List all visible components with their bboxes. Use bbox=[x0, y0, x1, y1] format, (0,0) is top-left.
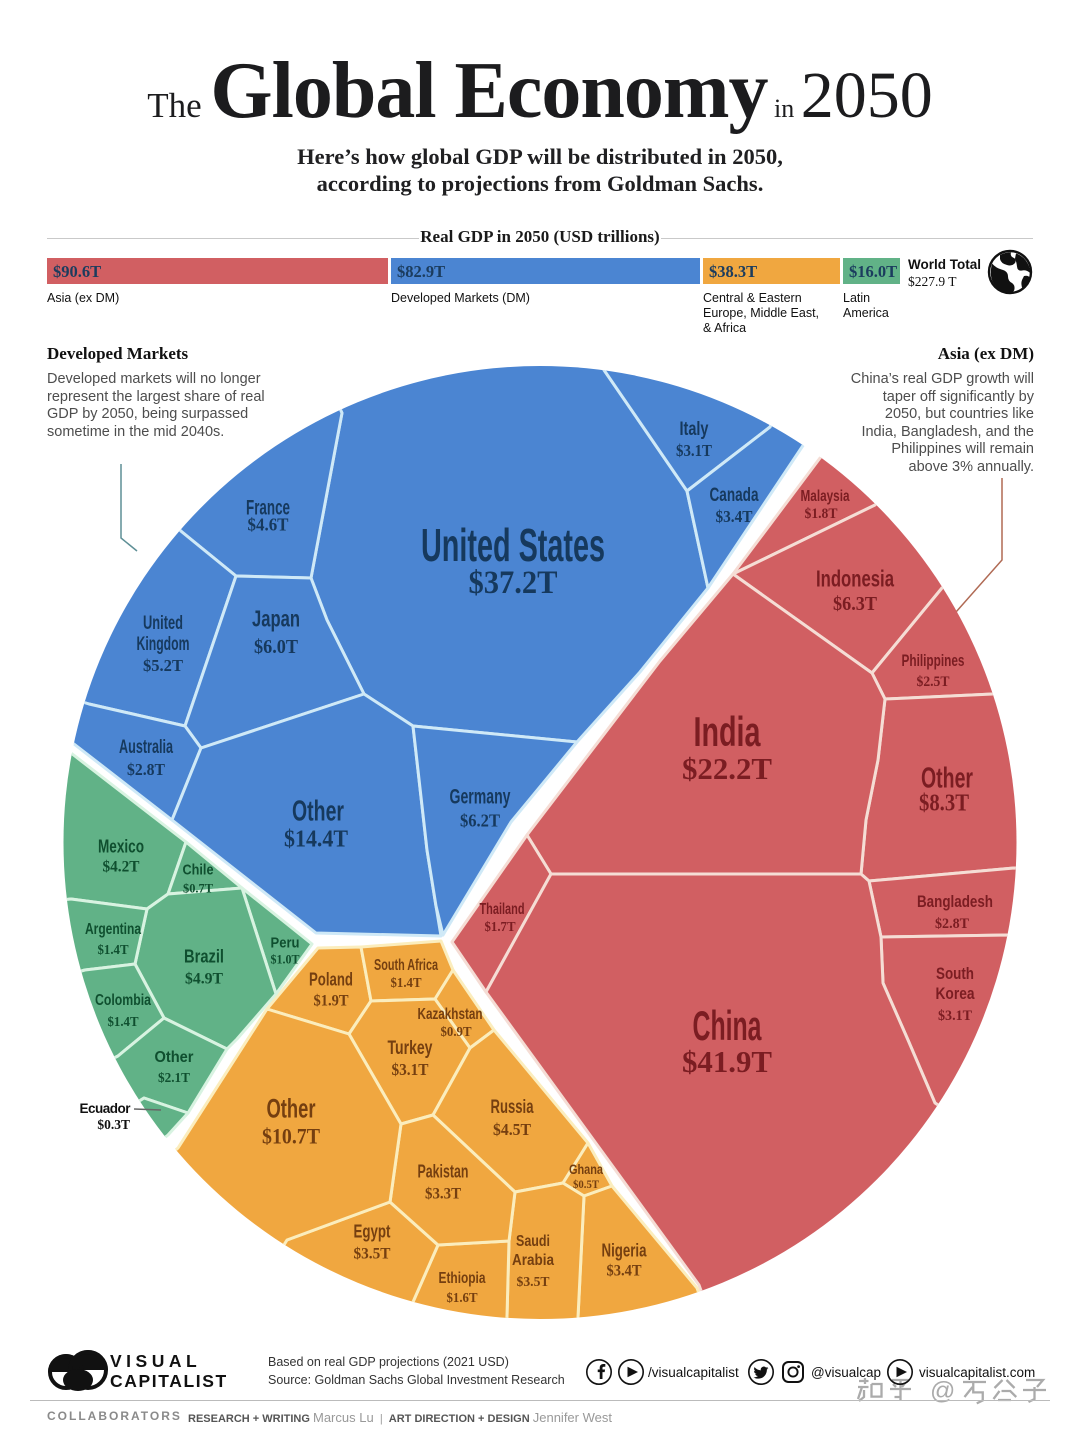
svg-text:$3.4T: $3.4T bbox=[607, 1263, 642, 1280]
svg-text:Other: Other bbox=[155, 1049, 194, 1066]
svg-text:$37.2T: $37.2T bbox=[469, 565, 558, 601]
svg-text:Kazakhstan: Kazakhstan bbox=[418, 1006, 483, 1023]
svg-text:$3.5T: $3.5T bbox=[354, 1246, 391, 1263]
svg-text:$10.7T: $10.7T bbox=[262, 1124, 320, 1149]
svg-text:$6.3T: $6.3T bbox=[833, 593, 878, 615]
svg-text:$1.4T: $1.4T bbox=[108, 1015, 140, 1030]
svg-text:Philippines: Philippines bbox=[902, 651, 965, 670]
svg-text:Poland: Poland bbox=[309, 970, 353, 990]
svg-text:$4.9T: $4.9T bbox=[185, 971, 223, 988]
svg-text:@visualcap: @visualcap bbox=[811, 1365, 881, 1380]
svg-text:$3.3T: $3.3T bbox=[425, 1186, 461, 1203]
svg-text:$3.1T: $3.1T bbox=[392, 1060, 430, 1079]
svg-text:Canada: Canada bbox=[710, 485, 759, 506]
svg-text:Ghana: Ghana bbox=[569, 1161, 603, 1177]
svg-text:Saudi: Saudi bbox=[516, 1233, 550, 1250]
svg-text:Thailand: Thailand bbox=[480, 901, 525, 918]
svg-text:$41.9T: $41.9T bbox=[682, 1044, 772, 1079]
svg-text:Bangladesh: Bangladesh bbox=[917, 892, 993, 911]
svg-text:$6.2T: $6.2T bbox=[460, 810, 500, 830]
svg-text:$1.7T: $1.7T bbox=[485, 920, 517, 935]
svg-text:South: South bbox=[936, 964, 974, 983]
svg-text:/visualcapitalist: /visualcapitalist bbox=[648, 1365, 739, 1380]
svg-text:$14.4T: $14.4T bbox=[284, 826, 348, 852]
svg-text:Nigeria: Nigeria bbox=[602, 1241, 648, 1261]
svg-text:Italy: Italy bbox=[680, 419, 709, 440]
svg-text:Colombia: Colombia bbox=[95, 992, 151, 1009]
svg-text:$4.5T: $4.5T bbox=[493, 1120, 532, 1139]
svg-text:visualcapitalist.com: visualcapitalist.com bbox=[919, 1365, 1035, 1380]
svg-text:$2.1T: $2.1T bbox=[158, 1071, 191, 1086]
svg-text:India: India bbox=[694, 708, 761, 755]
svg-text:$0.5T: $0.5T bbox=[573, 1177, 599, 1191]
svg-text:$8.3T: $8.3T bbox=[919, 790, 969, 816]
svg-text:South Africa: South Africa bbox=[374, 957, 438, 974]
svg-text:$1.6T: $1.6T bbox=[447, 1291, 479, 1306]
svg-text:$5.2T: $5.2T bbox=[143, 656, 184, 675]
svg-text:$1.4T: $1.4T bbox=[98, 943, 130, 958]
svg-text:$2.8T: $2.8T bbox=[935, 916, 969, 932]
svg-text:$4.6T: $4.6T bbox=[248, 514, 289, 534]
svg-text:Kingdom: Kingdom bbox=[137, 634, 190, 655]
svg-text:Korea: Korea bbox=[936, 984, 975, 1003]
svg-text:Argentina: Argentina bbox=[85, 921, 141, 938]
svg-text:United: United bbox=[143, 613, 183, 634]
svg-text:Australia: Australia bbox=[119, 737, 173, 758]
svg-text:$3.1T: $3.1T bbox=[938, 1008, 972, 1024]
svg-text:$1.9T: $1.9T bbox=[314, 993, 349, 1010]
svg-text:Ecuador: Ecuador bbox=[79, 1101, 131, 1116]
svg-text:$2.5T: $2.5T bbox=[917, 674, 950, 690]
svg-text:$22.2T: $22.2T bbox=[682, 751, 772, 786]
svg-text:$1.4T: $1.4T bbox=[391, 976, 423, 991]
svg-text:$0.7T: $0.7T bbox=[183, 881, 213, 896]
svg-text:Chile: Chile bbox=[183, 861, 214, 878]
svg-text:$0.3T: $0.3T bbox=[97, 1117, 130, 1132]
svg-text:Pakistan: Pakistan bbox=[418, 1162, 469, 1182]
svg-text:Other: Other bbox=[292, 795, 344, 827]
svg-text:$0.9T: $0.9T bbox=[441, 1025, 473, 1040]
svg-text:Turkey: Turkey bbox=[388, 1038, 433, 1059]
svg-text:Mexico: Mexico bbox=[98, 837, 144, 857]
svg-text:$1.8T: $1.8T bbox=[805, 506, 838, 522]
svg-text:$3.4T: $3.4T bbox=[716, 507, 754, 526]
svg-text:Egypt: Egypt bbox=[354, 1222, 391, 1242]
svg-text:Malaysia: Malaysia bbox=[801, 488, 850, 505]
svg-text:Arabia: Arabia bbox=[512, 1252, 554, 1269]
svg-text:$3.5T: $3.5T bbox=[517, 1275, 551, 1290]
svg-text:France: France bbox=[246, 497, 290, 520]
svg-text:Other: Other bbox=[921, 762, 973, 794]
svg-text:Other: Other bbox=[267, 1094, 316, 1124]
svg-text:$6.0T: $6.0T bbox=[254, 636, 299, 658]
svg-text:United States: United States bbox=[421, 519, 605, 571]
svg-text:Indonesia: Indonesia bbox=[816, 565, 894, 591]
svg-text:Japan: Japan bbox=[252, 605, 300, 631]
svg-text:Germany: Germany bbox=[450, 786, 511, 809]
svg-text:$1.0T: $1.0T bbox=[271, 952, 300, 967]
svg-text:$4.2T: $4.2T bbox=[103, 859, 140, 876]
svg-text:Brazil: Brazil bbox=[184, 947, 224, 967]
svg-text:$2.8T: $2.8T bbox=[127, 760, 166, 779]
svg-text:Ethiopia: Ethiopia bbox=[439, 1270, 486, 1287]
svg-text:Peru: Peru bbox=[271, 934, 300, 951]
svg-text:$3.1T: $3.1T bbox=[676, 441, 713, 460]
svg-text:Russia: Russia bbox=[491, 1097, 534, 1118]
svg-text:China: China bbox=[693, 1002, 762, 1049]
